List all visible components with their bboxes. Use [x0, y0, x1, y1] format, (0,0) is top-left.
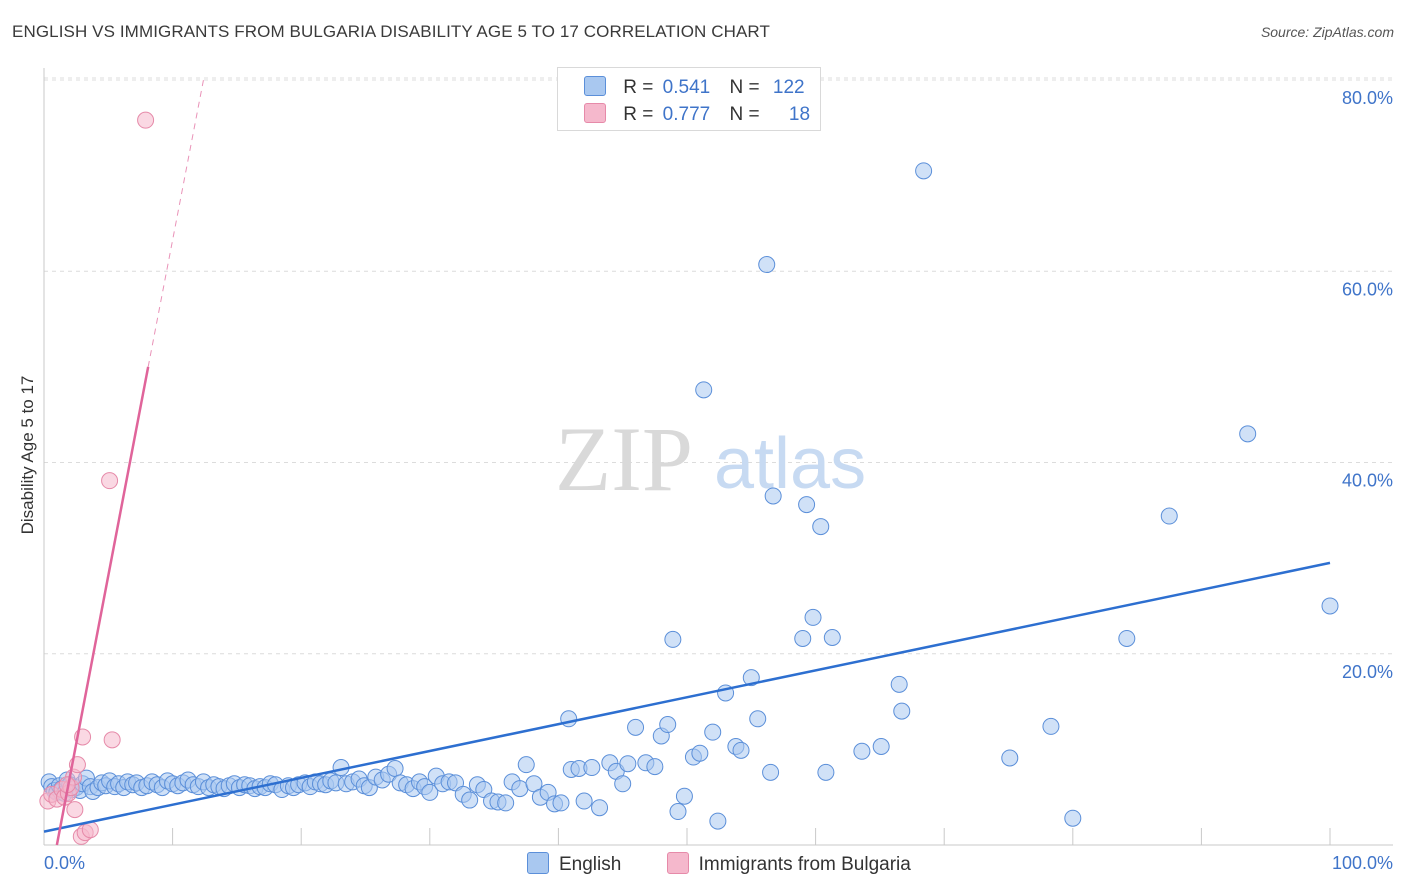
- grid-lines: [44, 77, 1393, 655]
- english-point: [646, 758, 664, 776]
- legend-n-label: N =: [729, 104, 760, 125]
- english-point: [742, 669, 760, 687]
- legend-swatch-english: [584, 76, 606, 96]
- english-point: [704, 723, 722, 741]
- legend-swatch-english: [527, 852, 549, 874]
- english-point: [575, 792, 593, 810]
- legend-swatch-bulgaria: [666, 852, 689, 874]
- bulgaria-point: [137, 111, 155, 129]
- legend-r-label: R =: [623, 104, 654, 125]
- english-point: [1064, 809, 1082, 827]
- y-tick-label: 20.0%: [1342, 662, 1393, 682]
- english-point: [517, 756, 535, 774]
- english-point: [764, 487, 782, 505]
- english-point: [664, 630, 682, 648]
- bulgaria-trend-line: [55, 366, 150, 846]
- legend-r-label: R =: [623, 77, 654, 98]
- english-point: [552, 794, 570, 812]
- bulgaria-point: [101, 472, 119, 490]
- english-point: [691, 744, 709, 762]
- legend-label-english: English: [559, 854, 622, 875]
- english-trend-line: [43, 561, 1331, 833]
- chart-title: ENGLISH VS IMMIGRANTS FROM BULGARIA DISA…: [12, 22, 770, 41]
- legend-row-english: R = 0.541 N = 122: [584, 76, 805, 99]
- legend-r-value: 0.777: [662, 104, 711, 125]
- english-point: [1321, 597, 1339, 615]
- english-point: [1042, 717, 1060, 735]
- english-point: [627, 718, 645, 736]
- axes: [43, 68, 1393, 846]
- y-tick-label: 80.0%: [1342, 88, 1393, 108]
- y-tick-label: 60.0%: [1342, 279, 1393, 299]
- english-point: [421, 783, 439, 801]
- english-point: [1239, 425, 1257, 443]
- english-point: [893, 702, 911, 720]
- english-point: [695, 381, 713, 399]
- x-tick-label: 0.0%: [44, 853, 85, 873]
- english-point: [758, 256, 776, 274]
- english-point: [614, 775, 632, 793]
- legend-swatch-bulgaria: [584, 103, 606, 123]
- english-point: [511, 780, 529, 798]
- y-tick-label: 40.0%: [1342, 471, 1393, 491]
- series-legend: English Immigrants from Bulgaria: [527, 852, 951, 876]
- english-point: [890, 675, 908, 693]
- english-point: [853, 742, 871, 760]
- x-tick-label: 100.0%: [1332, 853, 1393, 873]
- legend-item-english: English: [527, 852, 621, 876]
- english-point: [675, 787, 693, 805]
- stats-legend: R = 0.541 N = 122 R = 0.777 N = 18: [557, 67, 821, 131]
- bulgaria-point: [103, 731, 121, 749]
- legend-n-value: 18: [788, 104, 811, 125]
- english-point: [812, 518, 830, 536]
- english-point: [619, 755, 637, 773]
- legend-row-bulgaria: R = 0.777 N = 18: [584, 103, 810, 126]
- legend-label-bulgaria: Immigrants from Bulgaria: [698, 854, 911, 875]
- watermark-atlas: atlas: [714, 424, 866, 504]
- axis-labels: 20.0% 40.0% 60.0% 80.0% 0.0% 100.0%: [44, 88, 1393, 873]
- legend-n-label: N =: [729, 77, 760, 98]
- legend-n-value: 122: [772, 77, 805, 98]
- english-point: [461, 791, 479, 809]
- trend-lines: [43, 79, 1331, 846]
- english-point: [817, 763, 835, 781]
- bulgaria-trend-extension: [147, 79, 204, 367]
- english-point: [709, 812, 727, 830]
- watermark-zip: ZIP: [555, 408, 693, 510]
- legend-item-bulgaria: Immigrants from Bulgaria: [666, 852, 911, 876]
- english-point: [804, 608, 822, 626]
- english-point: [1160, 507, 1178, 525]
- english-point: [915, 162, 933, 180]
- english-point: [386, 760, 404, 777]
- english-point: [762, 763, 780, 781]
- english-point: [659, 716, 677, 734]
- source-credit: Source: ZipAtlas.com: [1260, 24, 1394, 40]
- english-point: [794, 629, 812, 647]
- english-point: [669, 803, 687, 821]
- bulgaria-point: [66, 801, 84, 819]
- watermark: ZIP atlas: [555, 408, 866, 510]
- english-point: [732, 741, 750, 759]
- y-axis-label: Disability Age 5 to 17: [18, 376, 37, 535]
- english-point: [749, 710, 767, 728]
- english-point: [591, 799, 609, 817]
- english-point: [823, 628, 841, 646]
- legend-r-value: 0.541: [662, 77, 711, 98]
- english-point: [1001, 749, 1019, 767]
- english-point: [798, 496, 816, 514]
- english-point: [583, 759, 601, 777]
- english-point: [1118, 629, 1136, 647]
- english-point: [872, 738, 890, 756]
- english-point: [497, 794, 515, 812]
- bulgaria-points: [39, 111, 155, 845]
